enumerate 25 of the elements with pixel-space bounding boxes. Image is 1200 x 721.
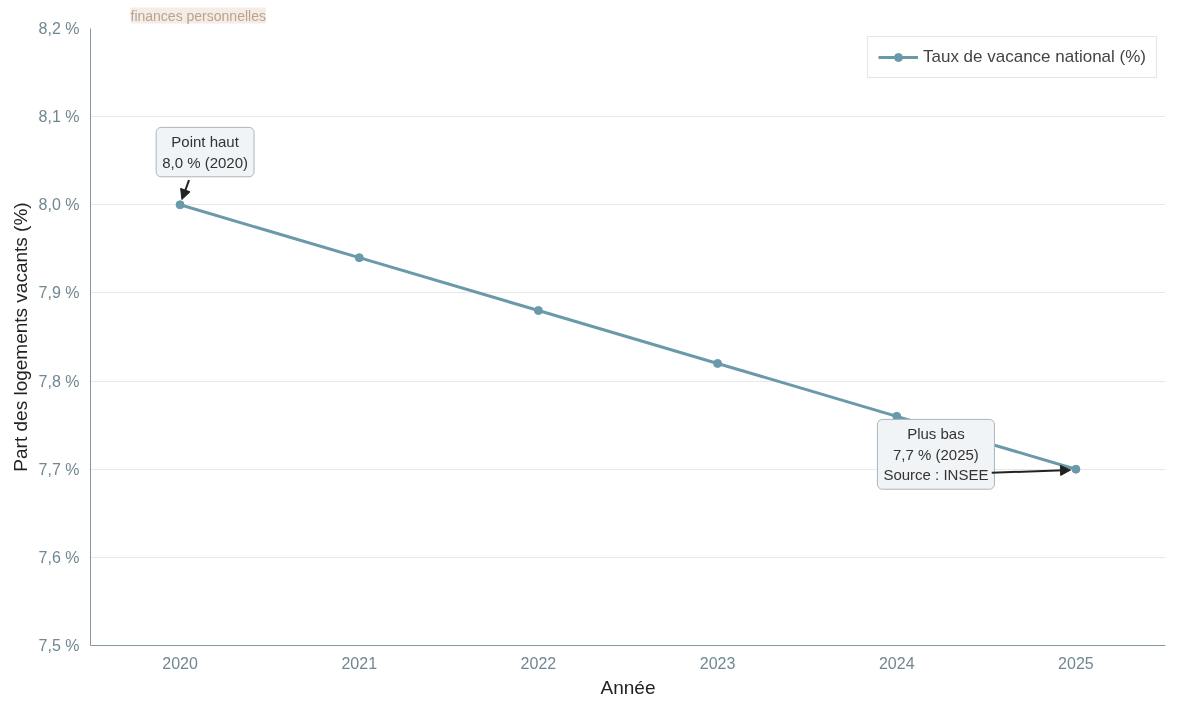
x-tick-label: 2024 bbox=[878, 654, 915, 672]
point bbox=[533, 306, 543, 316]
x-tick-label: 2020 bbox=[162, 654, 198, 672]
x-tick-label: 2022 bbox=[520, 654, 557, 672]
point bbox=[1071, 464, 1081, 474]
point bbox=[175, 200, 185, 210]
annotation: Point haut 8,0 % (2020) bbox=[162, 133, 249, 171]
chart-subtitle: finances personnelles bbox=[130, 7, 266, 24]
y-tick-label: 7,7 % bbox=[38, 460, 80, 478]
y-axis-title: Part des logements vacants (%) bbox=[9, 202, 31, 472]
x-tick-label: 2021 bbox=[341, 654, 378, 672]
y-tick-label: 7,6 % bbox=[38, 548, 80, 566]
point bbox=[713, 358, 723, 368]
y-tick-label: 7,5 % bbox=[38, 637, 80, 654]
y-tick-label: 7,9 % bbox=[38, 284, 80, 302]
y-tick-label: 7,8 % bbox=[38, 372, 80, 390]
y-tick-label: 8,2 % bbox=[38, 20, 80, 37]
annotation: Plus bas 7,7 % (2025) Source : INSEE bbox=[883, 425, 989, 484]
legend-label: Taux de vacance national (%) bbox=[922, 47, 1146, 67]
x-axis-title: Année bbox=[600, 676, 656, 698]
y-tick-label: 8,0 % bbox=[38, 196, 80, 214]
x-tick-label: 2023 bbox=[699, 654, 736, 672]
x-tick-label: 2025 bbox=[1058, 654, 1094, 672]
y-tick-label: 8,1 % bbox=[38, 108, 80, 126]
point bbox=[354, 253, 364, 263]
